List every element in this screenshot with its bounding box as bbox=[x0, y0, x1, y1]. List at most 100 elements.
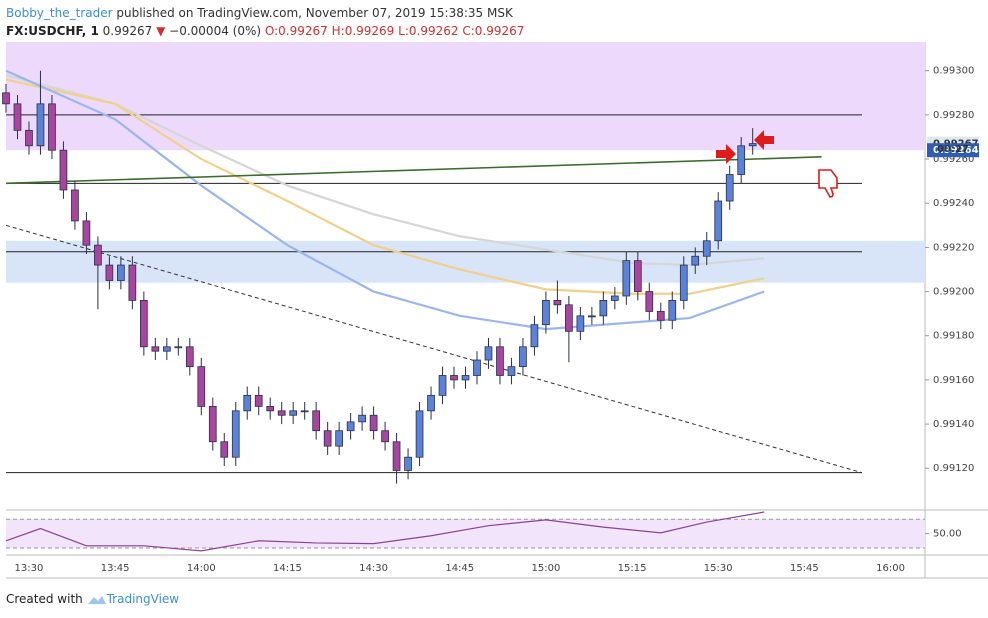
candle-body bbox=[542, 299, 550, 326]
thumbs-down bbox=[818, 169, 838, 198]
y-tick-label: 0.99220 bbox=[933, 242, 974, 253]
arrow-left bbox=[754, 130, 774, 150]
y-tick-label: 0.99120 bbox=[933, 463, 974, 474]
candle-body bbox=[381, 430, 389, 443]
x-tick-label: 14:00 bbox=[187, 563, 216, 574]
symbol: FX:USDCHF, 1 bbox=[6, 24, 99, 38]
y-tick-label: 0.99160 bbox=[933, 375, 974, 386]
candle-body bbox=[473, 359, 481, 376]
candle-body bbox=[323, 430, 332, 447]
rsi-line bbox=[5, 511, 765, 552]
candle-body bbox=[438, 375, 447, 396]
candle-body bbox=[254, 394, 263, 407]
candle-body bbox=[117, 264, 125, 281]
header: Bobby_the_trader published on TradingVie… bbox=[6, 4, 524, 40]
candle-body bbox=[519, 346, 527, 368]
x-tick-label: 14:15 bbox=[273, 563, 302, 574]
candle-body bbox=[346, 421, 355, 432]
candle-body bbox=[312, 410, 321, 432]
price-tag bbox=[927, 143, 979, 158]
candle-body bbox=[300, 410, 309, 413]
candle-body bbox=[530, 324, 539, 348]
y-tick-label: 50.00 bbox=[933, 529, 962, 540]
logo bbox=[87, 595, 106, 604]
x-tick-label: 15:15 bbox=[618, 563, 647, 574]
candle-body bbox=[588, 315, 596, 318]
candle-body bbox=[59, 149, 68, 191]
moving-average bbox=[5, 78, 765, 295]
candle-body bbox=[174, 346, 183, 349]
x-tick-label: 13:45 bbox=[101, 563, 130, 574]
candle-body bbox=[496, 346, 504, 376]
candle-body bbox=[94, 244, 102, 266]
candle-body bbox=[220, 441, 229, 458]
candle-body bbox=[369, 414, 378, 432]
candle-body bbox=[82, 220, 91, 246]
candle-body bbox=[461, 375, 470, 381]
ohlc: C:0.99267 bbox=[462, 24, 525, 38]
y-tick-label: 0.99260 bbox=[933, 154, 974, 165]
candle-body bbox=[484, 346, 493, 361]
arrow-right bbox=[716, 144, 736, 164]
change: −0.00004 (0%) bbox=[169, 24, 262, 38]
plot: 0.99120 0.99140 0.99160 0.99180 0.99200 0.992… bbox=[2, 42, 979, 574]
price-tag-label: 0.99264 bbox=[933, 145, 979, 156]
candle-body bbox=[231, 410, 240, 458]
moving-average bbox=[5, 74, 765, 267]
candle-body bbox=[553, 299, 562, 306]
candle-body bbox=[71, 189, 79, 222]
candle-body bbox=[691, 255, 700, 266]
countdown: 00:27 bbox=[937, 144, 969, 155]
y-tick-label: 0.99140 bbox=[933, 419, 974, 430]
candle-body bbox=[702, 240, 711, 257]
candle-body bbox=[208, 406, 217, 443]
x-tick-label: 16:00 bbox=[876, 563, 905, 574]
candle-body bbox=[599, 299, 608, 317]
candle-body bbox=[737, 145, 746, 175]
published: published on TradingView.com, November 0… bbox=[116, 6, 513, 20]
logo-shape bbox=[87, 595, 106, 604]
candle-body bbox=[450, 375, 458, 381]
candle-body bbox=[656, 311, 665, 321]
brand[interactable]: TradingView bbox=[106, 592, 180, 606]
candle-body bbox=[2, 92, 10, 105]
candle-body bbox=[151, 346, 160, 352]
candle-body bbox=[25, 129, 33, 147]
candle-body bbox=[576, 315, 585, 332]
header-line: Bobby_the_trader published on TradingVie… bbox=[6, 4, 524, 22]
ohlc: L:0.99262 bbox=[398, 24, 459, 38]
candle-body bbox=[668, 299, 677, 321]
candle-body bbox=[185, 346, 194, 368]
candle-body bbox=[13, 103, 22, 131]
price: 0.99267 bbox=[102, 24, 153, 38]
author[interactable]: Bobby_the_trader bbox=[6, 6, 113, 20]
zone bbox=[6, 42, 925, 151]
candle-body bbox=[645, 291, 654, 312]
candle-body bbox=[162, 346, 171, 352]
candle-body bbox=[140, 299, 148, 348]
band bbox=[6, 519, 925, 548]
candle-body bbox=[266, 406, 275, 412]
footer: Created with TradingView bbox=[6, 592, 179, 606]
candle-body bbox=[358, 414, 366, 423]
candle-body bbox=[610, 295, 619, 301]
candle-body bbox=[36, 103, 45, 147]
y-tick-label: 0.99200 bbox=[933, 287, 974, 298]
candle-body bbox=[415, 410, 424, 458]
candle-body bbox=[48, 103, 56, 151]
y-tick-label: 0.99300 bbox=[933, 66, 974, 77]
header-line: FX:USDCHF, 1 0.99267 ▼ −0.00004 (0%) O:0… bbox=[6, 22, 524, 40]
ohlc: O:0.99267 bbox=[264, 24, 328, 38]
candle-body bbox=[507, 366, 516, 376]
x-tick-label: 14:45 bbox=[445, 563, 474, 574]
candle-body bbox=[714, 200, 723, 242]
annotations bbox=[716, 130, 838, 198]
candle-body bbox=[277, 410, 286, 416]
x-tick-label: 15:30 bbox=[704, 563, 733, 574]
candle-body bbox=[748, 143, 757, 147]
candle-body bbox=[679, 264, 688, 301]
down-arrow: ▼ bbox=[156, 24, 166, 38]
y-tick-label: 0.99280 bbox=[933, 110, 974, 121]
